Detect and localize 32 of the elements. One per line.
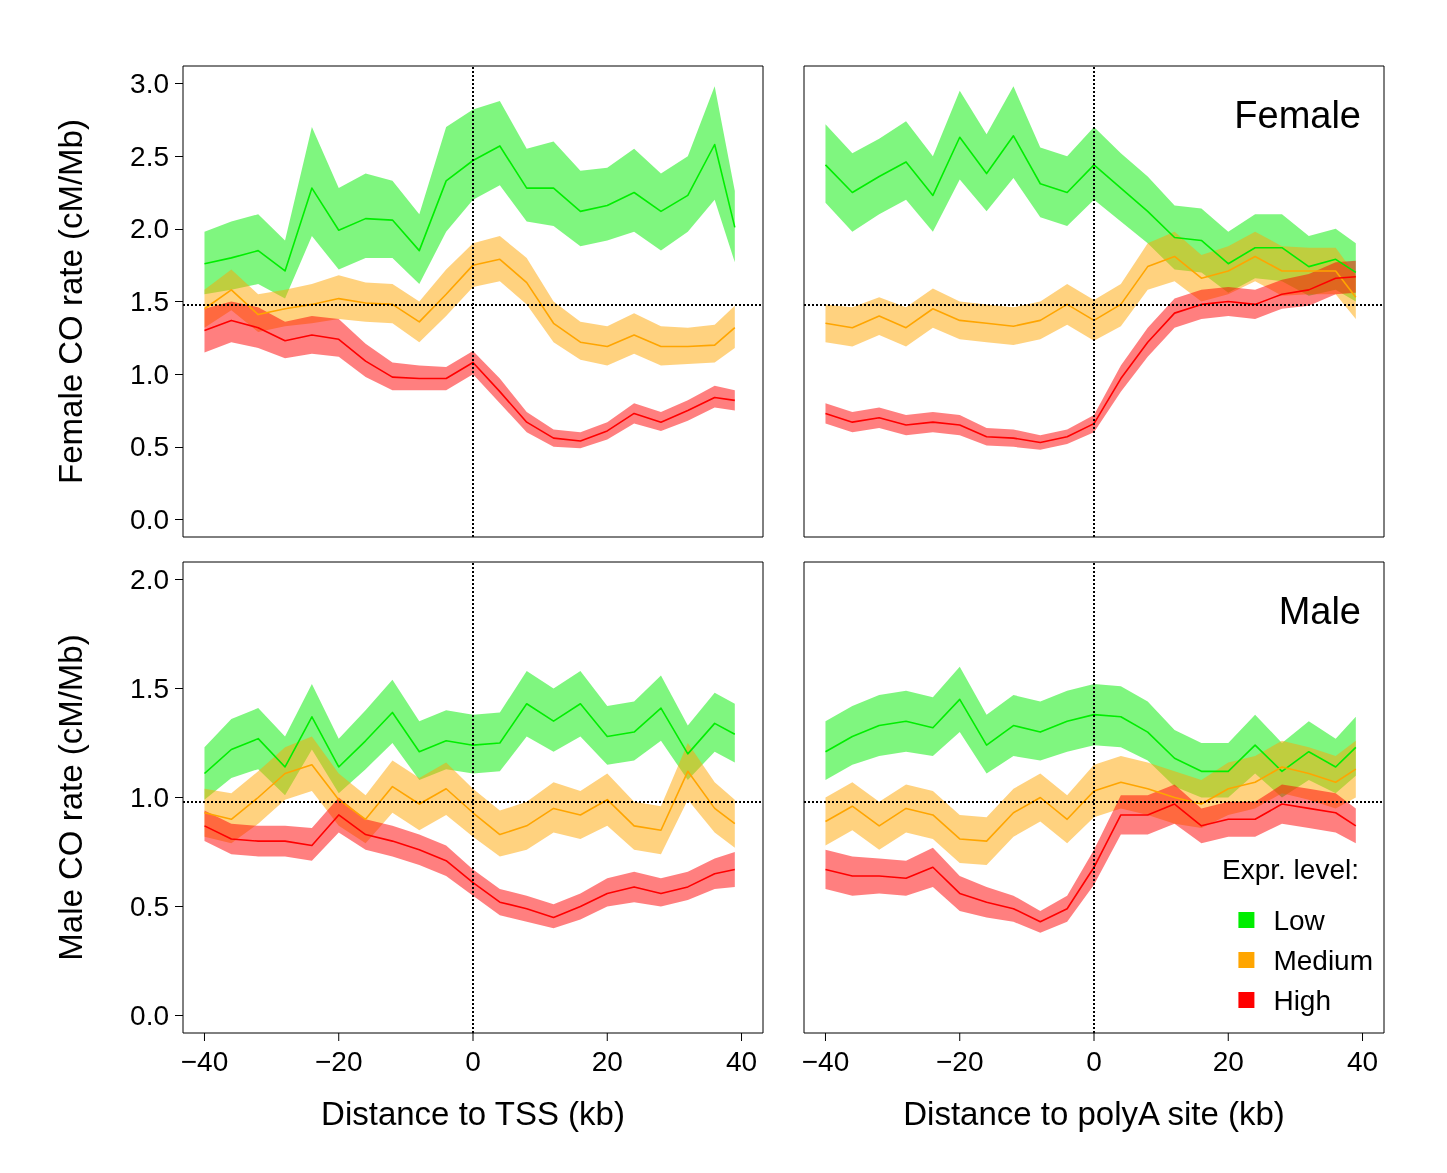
y-tick-label: 0.0 — [130, 1000, 169, 1032]
y-tick-label: 0.0 — [130, 504, 169, 536]
x-tick-label: 20 — [1212, 1045, 1244, 1077]
text: Male — [1278, 590, 1362, 632]
legend-title: Expr. level: — [1222, 853, 1359, 885]
y-tick-label: 3.0 — [130, 67, 169, 99]
y-axis-title: Male CO rate (cM/Mb) — [52, 634, 89, 961]
x-tick-label: 40 — [725, 1045, 758, 1077]
legend-label: Medium — [1273, 944, 1374, 976]
y-tick-label: 0.5 — [130, 431, 169, 463]
y-tick-label: 2.0 — [130, 563, 169, 595]
x-axis-title: Distance to TSS (kb) — [321, 1095, 625, 1132]
x-tick-label: −40 — [180, 1045, 229, 1077]
y-tick-label: 1.0 — [130, 782, 169, 813]
y-tick-label: 1.5 — [130, 672, 169, 704]
x-tick-label: 40 — [1346, 1045, 1379, 1077]
x-tick-label: 20 — [591, 1045, 623, 1077]
x-tick-label: −20 — [935, 1045, 984, 1077]
y-tick-label: 1.0 — [130, 358, 169, 390]
legend-label: Low — [1273, 904, 1326, 936]
legend-label: High — [1273, 984, 1332, 1016]
x-tick-label: −40 — [801, 1045, 850, 1077]
y-tick-label: 2.0 — [130, 213, 169, 245]
text: Female — [1234, 94, 1362, 136]
x-tick-label: −20 — [314, 1045, 363, 1077]
y-axis-title: Female CO rate (cM/Mb) — [52, 119, 89, 484]
y-tick-label: 0.5 — [130, 891, 169, 923]
x-tick-label: 0 — [465, 1045, 481, 1077]
y-tick-label: 1.5 — [130, 286, 169, 317]
y-tick-label: 2.5 — [130, 140, 169, 172]
x-axis-title: Distance to polyA site (kb) — [903, 1095, 1285, 1132]
x-tick-label: 0 — [1086, 1045, 1102, 1077]
